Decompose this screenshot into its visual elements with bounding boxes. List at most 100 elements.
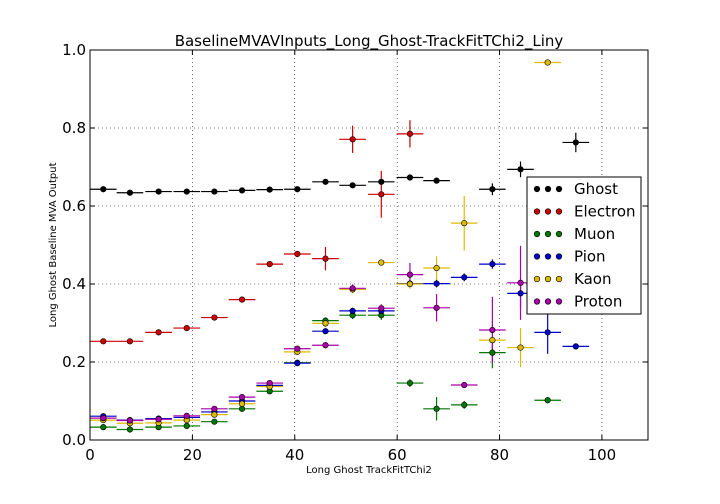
proton-point	[100, 415, 107, 422]
x-tick-label: 100	[588, 446, 617, 464]
legend-marker-ghost	[533, 185, 541, 193]
legend-label-kaon: Kaon	[574, 270, 611, 288]
data-points	[100, 59, 579, 433]
electron-point	[238, 296, 246, 303]
ghost-point	[433, 177, 440, 184]
legend-marker-kaon	[544, 275, 552, 283]
ghost-point	[572, 139, 579, 146]
legend-marker-proton	[544, 298, 552, 305]
kaon-point	[238, 400, 246, 407]
pion-point	[572, 343, 579, 350]
legend-marker-pion	[533, 253, 541, 260]
y-tick-label: 0.6	[62, 197, 86, 215]
legend-marker-ghost	[544, 185, 552, 193]
axis-ticks: 0 20 40 60 80 100 0.0 0.2 0.4 0.6 0.8 1.0	[62, 41, 648, 464]
electron-point	[349, 136, 356, 143]
y-tick-label: 0.0	[62, 431, 86, 449]
proton-point	[322, 342, 329, 349]
y-tick-label: 0.8	[62, 119, 86, 137]
proton-point	[126, 417, 134, 424]
pion-point	[461, 274, 468, 281]
pion-point	[517, 290, 524, 297]
electron-point	[266, 261, 273, 268]
ghost-point	[406, 174, 414, 181]
kaon-point	[406, 280, 414, 288]
legend-marker-muon	[555, 230, 563, 238]
legend-marker-proton	[533, 298, 541, 305]
kaon-point	[517, 344, 524, 351]
muon-point	[433, 405, 440, 412]
x-tick-label: 0	[85, 446, 95, 464]
muon-point	[183, 422, 190, 430]
legend-marker-electron	[555, 208, 563, 215]
electron-point	[126, 338, 134, 345]
kaon-point	[461, 220, 468, 227]
ghost-point	[517, 166, 524, 173]
ghost-point	[322, 178, 329, 185]
legend-label-ghost: Ghost	[574, 180, 618, 198]
pion-point	[433, 280, 440, 287]
muon-point	[461, 401, 468, 409]
ghost-point	[155, 188, 162, 195]
y-axis-label: Long Ghost Baseline MVA Output	[48, 162, 59, 327]
electron-point	[100, 338, 107, 345]
kaon-point	[211, 411, 218, 418]
muon-point	[406, 379, 414, 387]
kaon-point	[378, 259, 385, 266]
kaon-point	[322, 320, 329, 327]
proton-point	[406, 271, 414, 278]
legend-marker-pion	[544, 253, 552, 260]
legend-marker-ghost	[555, 185, 563, 193]
legend-marker-muon	[544, 230, 552, 238]
pion-point	[294, 360, 301, 367]
x-tick-label: 60	[388, 446, 407, 464]
proton-point	[183, 412, 190, 419]
electron-point	[155, 329, 162, 336]
legend-marker-proton	[555, 298, 563, 305]
ghost-point	[100, 186, 107, 193]
chart-title: BaselineMVAVInputs_Long_Ghost-TrackFitTC…	[175, 32, 564, 51]
proton-point	[349, 285, 356, 292]
proton-point	[461, 381, 468, 389]
legend-marker-kaon	[555, 275, 563, 283]
y-tick-label: 0.4	[62, 275, 86, 293]
ghost-point	[211, 188, 218, 195]
ghost-point	[126, 189, 134, 196]
muon-point	[544, 397, 551, 404]
legend-marker-electron	[544, 208, 552, 215]
legend-box	[526, 176, 642, 315]
kaon-point	[489, 337, 496, 344]
plot-frame	[89, 49, 649, 441]
muon-point	[126, 426, 134, 433]
proton-point	[266, 379, 273, 387]
proton-point	[211, 405, 218, 412]
proton-point	[294, 345, 301, 352]
ghost-point	[378, 178, 385, 185]
legend-marker-electron	[533, 208, 541, 215]
kaon-point	[544, 59, 551, 66]
pion-point	[544, 329, 551, 336]
legend-marker-pion	[555, 253, 563, 260]
x-tick-label: 40	[285, 446, 304, 464]
legend-marker-muon	[533, 230, 541, 238]
ghost-point	[238, 187, 246, 194]
ghost-point	[489, 186, 496, 193]
legend: Ghost Electron Muon Pion Kaon Proton	[526, 176, 642, 315]
ghost-point	[349, 182, 356, 189]
proton-point	[433, 304, 440, 311]
proton-point	[155, 416, 162, 423]
y-tick-label: 0.2	[62, 353, 86, 371]
muon-point	[211, 418, 218, 425]
proton-point	[238, 394, 246, 401]
ghost-point	[266, 186, 273, 193]
electron-point	[183, 324, 190, 332]
grid	[90, 50, 648, 440]
ghost-point	[183, 188, 190, 195]
proton-point	[378, 305, 385, 312]
muon-point	[489, 349, 496, 356]
pion-point	[489, 261, 496, 268]
x-tick-label: 80	[490, 446, 509, 464]
muon-point	[100, 424, 107, 431]
proton-point	[517, 279, 524, 286]
